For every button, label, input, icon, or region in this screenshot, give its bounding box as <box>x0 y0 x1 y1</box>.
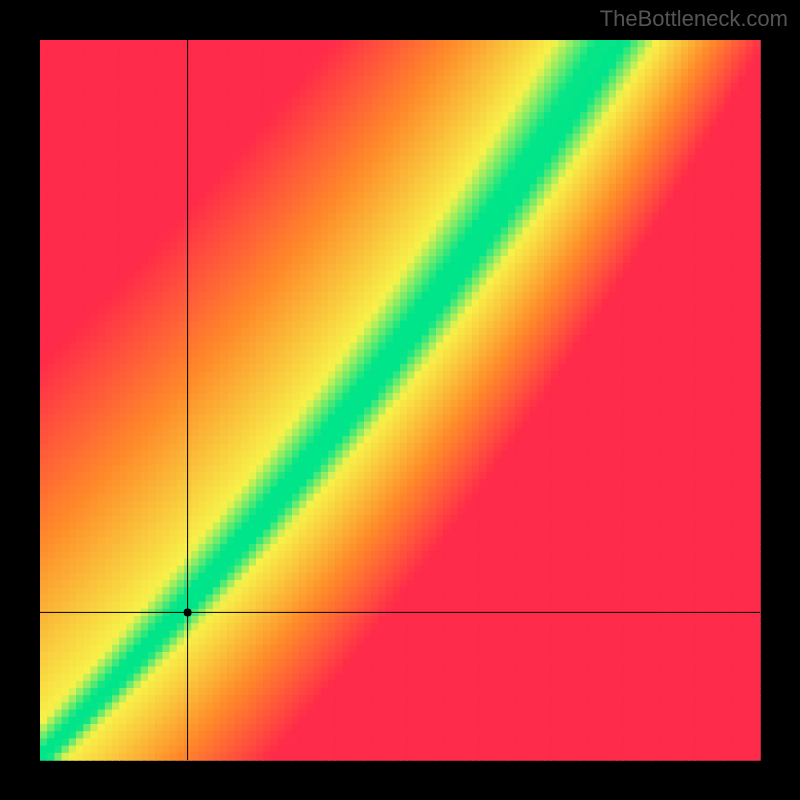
bottleneck-heatmap <box>0 0 800 800</box>
watermark-text: TheBottleneck.com <box>600 6 788 32</box>
chart-container: { "watermark": "TheBottleneck.com", "cha… <box>0 0 800 800</box>
